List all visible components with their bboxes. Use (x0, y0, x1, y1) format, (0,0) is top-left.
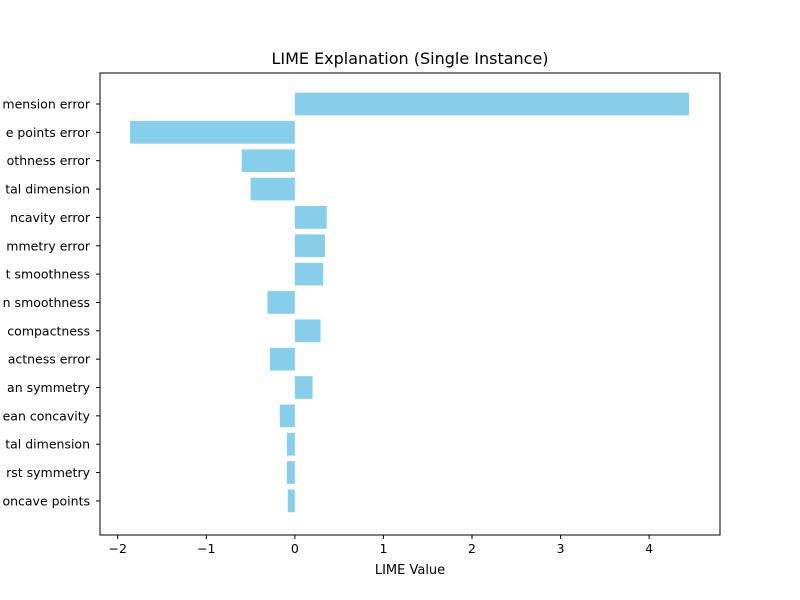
bar (294, 92, 689, 116)
bar (279, 404, 295, 428)
y-tick-label: oncave points (2, 493, 90, 508)
bar (287, 489, 295, 513)
plot-frame (99, 72, 721, 536)
bar (286, 461, 295, 484)
bar (130, 121, 295, 144)
x-tick-label: 3 (557, 541, 565, 556)
bar (294, 376, 313, 399)
bar (294, 319, 321, 343)
bar (270, 347, 295, 371)
bar (294, 206, 327, 229)
y-tick-label: othness error (7, 153, 91, 168)
y-tick-label: rst symmetry (6, 465, 91, 480)
bar (286, 432, 295, 456)
x-tick-label: 0 (291, 541, 299, 556)
y-tick-label: tal dimension (5, 437, 90, 452)
x-tick-label: −2 (108, 541, 126, 556)
y-tick-label: an symmetry (7, 380, 91, 395)
y-tick-label: compactness (7, 323, 90, 338)
y-tick-label: mension error (2, 97, 90, 112)
x-tick-label: 2 (468, 541, 476, 556)
y-tick-label: ncavity error (10, 210, 91, 225)
bar (250, 177, 295, 201)
y-tick-label: tal dimension (5, 182, 90, 197)
y-tick-label: e points error (6, 125, 91, 140)
y-tick-label: mmetry error (6, 238, 91, 253)
y-tick-label: n smoothness (3, 295, 90, 310)
x-tick-label: 4 (645, 541, 653, 556)
y-tick-label: t smoothness (6, 267, 90, 282)
bar (294, 262, 324, 286)
y-tick-label: ean concavity (3, 408, 91, 423)
y-tick-label: actness error (8, 352, 91, 367)
bar (241, 149, 295, 173)
x-axis-label: LIME Value (375, 563, 445, 578)
bar (267, 291, 295, 314)
x-tick-label: 1 (379, 541, 387, 556)
bar (294, 234, 325, 258)
x-tick-label: −1 (197, 541, 215, 556)
chart-title: LIME Explanation (Single Instance) (271, 49, 548, 68)
